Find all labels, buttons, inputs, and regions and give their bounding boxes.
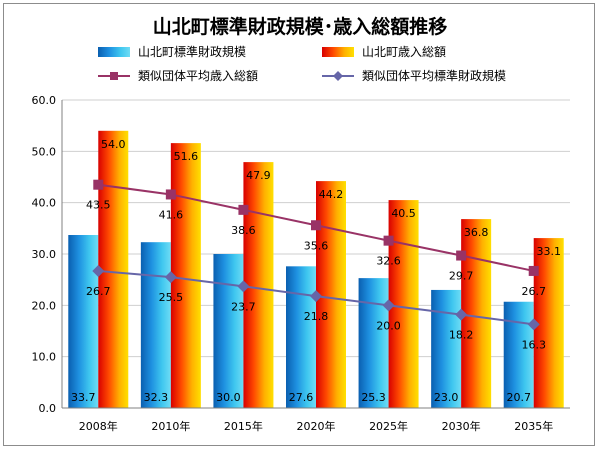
line-value-label: 35.6 (304, 239, 329, 252)
bar (388, 200, 419, 408)
x-tick-label: 2015年 (224, 419, 263, 433)
y-tick-label: 20.0 (32, 299, 57, 312)
line-marker (165, 189, 176, 200)
y-tick-label: 50.0 (32, 145, 57, 158)
line-value-label: 26.7 (521, 285, 546, 298)
bar (170, 143, 201, 408)
line-value-label: 21.8 (304, 310, 329, 323)
line-marker (528, 265, 539, 276)
y-tick-label: 30.0 (32, 248, 57, 261)
bar-value-label: 47.9 (246, 169, 271, 182)
y-tick-label: 40.0 (32, 197, 57, 210)
x-tick-label: 2025年 (369, 419, 408, 433)
x-tick-label: 2010年 (151, 419, 190, 433)
line-value-label: 32.6 (376, 255, 401, 268)
bar (243, 162, 274, 408)
data-labels: 33.7 54.0 32.3 51.6 30.0 47.9 27.6 44.2 25.3 40.5… (71, 138, 561, 404)
x-axis: 2008年 2010年 2015年 2020年 2025年 2030年 2035年 (62, 407, 570, 433)
y-tick-label: 60.0 (32, 94, 57, 107)
line-marker (237, 280, 250, 293)
legend-swatch (322, 47, 354, 57)
x-tick-label: 2008年 (79, 419, 118, 433)
line-value-label: 18.2 (449, 329, 474, 342)
y-tick-label: 10.0 (32, 351, 57, 364)
line-marker (455, 308, 468, 321)
line-marker (92, 264, 105, 277)
bar (316, 181, 346, 408)
bar-value-label: 32.3 (144, 391, 169, 404)
bar (68, 235, 99, 408)
bar (98, 130, 129, 409)
line-value-label: 23.7 (231, 300, 256, 313)
bar-value-label: 25.3 (361, 391, 386, 404)
bar-value-label: 44.2 (319, 188, 344, 201)
bars (68, 130, 564, 409)
line-marker (527, 318, 540, 331)
line-marker (93, 179, 104, 190)
line-value-label: 20.0 (376, 319, 401, 332)
x-tick-label: 2035年 (514, 419, 553, 433)
bar-value-label: 30.0 (216, 391, 241, 404)
bar-value-label: 20.7 (506, 391, 531, 404)
bar-value-label: 33.1 (536, 245, 561, 258)
y-axis: 0.0 10.0 20.0 30.0 40.0 50.0 60.0 (32, 94, 63, 415)
line-marker (311, 220, 321, 231)
bar-value-label: 23.0 (434, 391, 459, 404)
bar-value-label: 54.0 (101, 138, 126, 151)
legend-label: 山北町歳入総額 (362, 45, 446, 59)
chart-title: 山北町標準財政規模･歳入総額推移 (153, 15, 448, 38)
line-value-label: 29.7 (449, 270, 474, 283)
bar (286, 266, 316, 408)
line-marker (383, 235, 394, 246)
legend-swatch (98, 47, 130, 57)
line-marker (310, 290, 322, 303)
bar-value-label: 51.6 (174, 150, 199, 163)
bar-value-label: 33.7 (71, 391, 96, 404)
line-marker (164, 271, 177, 284)
legend-label: 山北町標準財政規模 (138, 44, 246, 59)
x-tick-label: 2030年 (442, 419, 481, 433)
line-value-label: 25.5 (159, 291, 184, 304)
legend-marker (333, 71, 343, 81)
bar-value-label: 40.5 (391, 207, 416, 220)
line-marker (382, 299, 395, 312)
bar-value-label: 36.8 (464, 226, 489, 239)
line-value-label: 26.7 (86, 285, 111, 298)
bar-value-label: 27.6 (289, 391, 314, 404)
legend-label: 類似団体平均標準財政規模 (362, 68, 506, 83)
bar (140, 242, 171, 408)
bar (213, 254, 244, 408)
bar (358, 278, 389, 408)
line-value-label: 38.6 (231, 224, 256, 237)
legend-marker (110, 72, 118, 80)
line-value-label: 41.6 (159, 208, 184, 221)
legend-label: 類似団体平均歳入総額 (138, 69, 258, 83)
y-tick-label: 0.0 (39, 402, 57, 415)
line-marker (456, 250, 467, 261)
line-marker (238, 204, 249, 215)
line-value-label: 43.5 (86, 199, 111, 212)
line-value-label: 16.3 (521, 338, 546, 351)
series-lines (92, 179, 540, 331)
bar (503, 301, 534, 408)
x-tick-label: 2020年 (297, 419, 336, 433)
bar (431, 289, 462, 408)
